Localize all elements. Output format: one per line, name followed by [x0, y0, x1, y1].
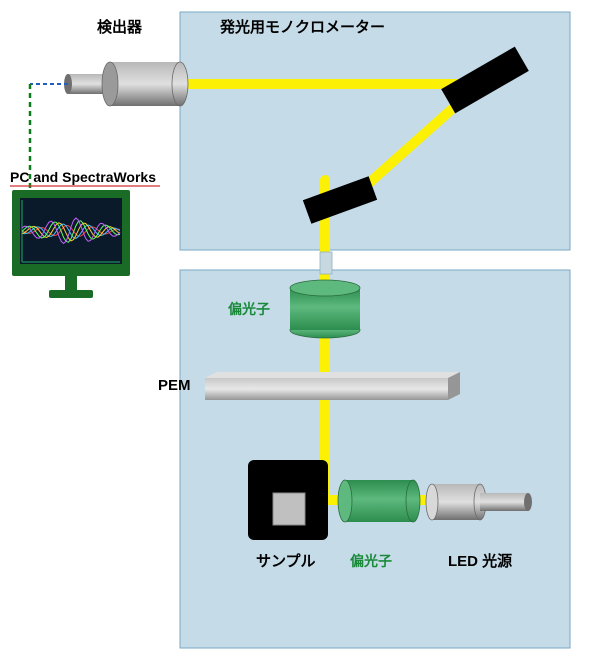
svg-text:サンプル: サンプル: [256, 553, 316, 570]
svg-text:LED 光源: LED 光源: [448, 552, 512, 570]
svg-text:検出器: 検出器: [97, 18, 143, 36]
svg-text:発光用モノクロメーター: 発光用モノクロメーター: [219, 18, 385, 36]
diagram-svg: 検出器 発光用モノクロメーター PC and SpectraWorks 偏光子 PEM サ…: [0, 0, 600, 658]
svg-text:PC and SpectraWorks: PC and SpectraWorks: [10, 169, 156, 185]
svg-text:偏光子: 偏光子: [228, 301, 270, 317]
svg-text:PEM: PEM: [158, 377, 191, 394]
svg-text:偏光子: 偏光子: [350, 553, 392, 569]
